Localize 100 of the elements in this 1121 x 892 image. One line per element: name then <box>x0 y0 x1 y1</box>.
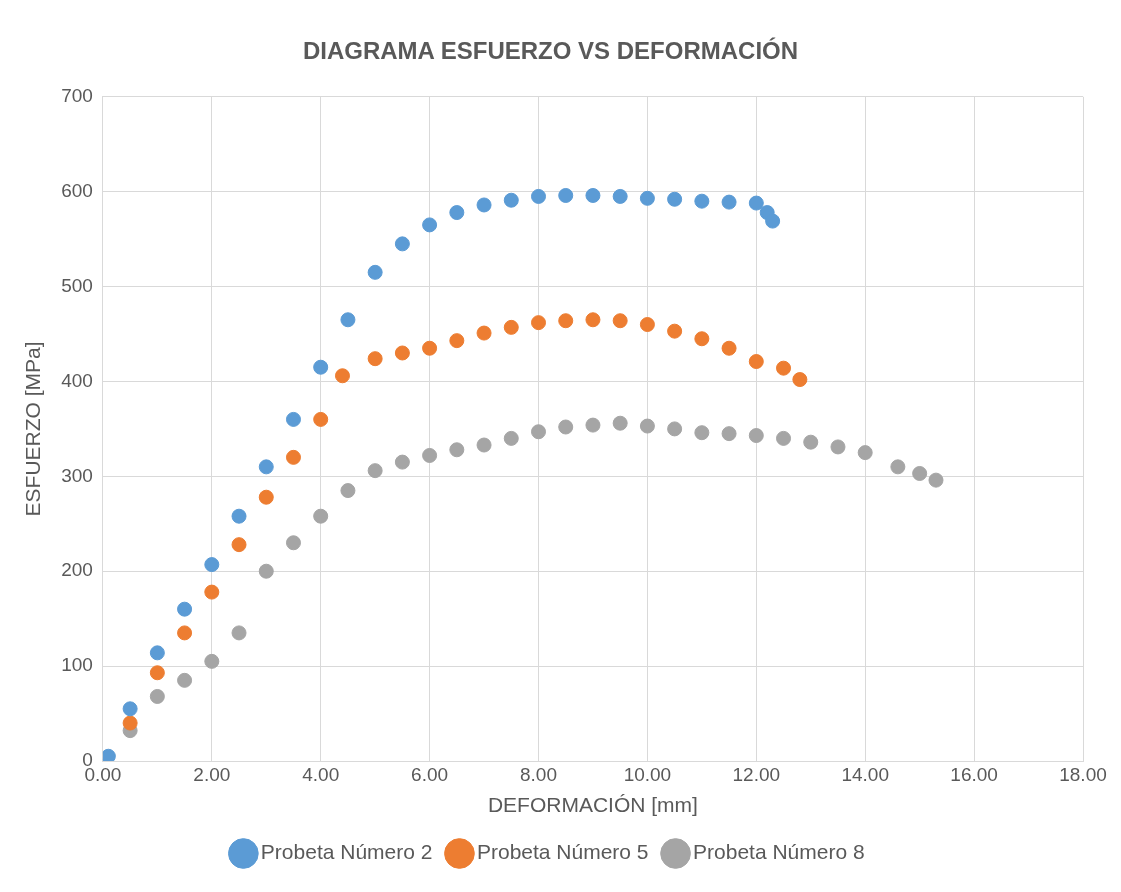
point <box>531 315 546 331</box>
point <box>367 351 383 367</box>
point <box>558 419 574 435</box>
point <box>334 368 350 384</box>
point <box>667 323 683 339</box>
point <box>231 625 247 641</box>
legend-label: Probeta Número 2 <box>260 840 433 864</box>
point <box>285 449 301 465</box>
point <box>721 340 737 356</box>
point <box>531 188 546 204</box>
point <box>394 454 410 470</box>
point <box>694 425 710 441</box>
point <box>340 312 356 328</box>
point <box>313 411 329 427</box>
point <box>721 426 737 442</box>
point <box>694 331 710 347</box>
x-tick-label: 14.00 <box>841 763 889 785</box>
point <box>503 430 519 446</box>
point <box>585 417 601 433</box>
point <box>912 466 928 481</box>
point <box>422 217 438 233</box>
chart-title: DIAGRAMA ESFUERZO VS DEFORMACIÓN <box>302 37 799 65</box>
point <box>231 537 247 553</box>
point <box>890 459 906 475</box>
y-axis-title: ESFUERZO [MPa] <box>21 341 45 517</box>
point <box>503 319 519 335</box>
point <box>122 715 138 731</box>
point <box>258 563 274 579</box>
point <box>313 508 329 524</box>
point <box>476 325 492 341</box>
y-tick-label: 500 <box>61 274 93 296</box>
point <box>422 447 438 463</box>
point <box>639 418 655 434</box>
point <box>340 483 356 499</box>
point <box>449 333 465 349</box>
point <box>258 489 274 505</box>
point <box>394 236 410 252</box>
y-tick-label: 200 <box>61 559 93 581</box>
point <box>585 312 601 328</box>
point <box>667 191 683 207</box>
x-tick-label: 2.00 <box>193 763 231 785</box>
y-tick-label: 600 <box>61 179 93 201</box>
point <box>585 187 601 203</box>
point <box>792 372 808 388</box>
point <box>177 601 193 617</box>
y-tick-label: 400 <box>61 369 93 391</box>
point <box>748 195 764 211</box>
x-tick-label: 10.00 <box>623 763 672 785</box>
point <box>102 748 116 761</box>
x-axis-title: DEFORMACIÓN [mm] <box>487 793 698 817</box>
x-tick-label: 8.00 <box>520 763 557 785</box>
point <box>394 345 410 361</box>
point <box>449 442 465 458</box>
point <box>367 463 383 479</box>
point <box>639 317 655 333</box>
point <box>177 625 193 641</box>
point <box>721 194 737 210</box>
point <box>204 653 220 669</box>
point <box>476 197 492 213</box>
point <box>231 508 247 524</box>
point <box>204 584 220 600</box>
point <box>367 264 383 280</box>
point <box>285 535 301 551</box>
point <box>776 430 792 446</box>
point <box>612 188 628 204</box>
point <box>667 421 683 437</box>
point <box>177 672 193 688</box>
point <box>765 213 781 229</box>
point <box>313 359 329 375</box>
legend-label: Probeta Número 5 <box>476 840 649 864</box>
point <box>149 688 165 704</box>
point <box>422 340 438 356</box>
legend-label: Probeta Número 8 <box>693 840 865 864</box>
y-tick-label: 100 <box>61 654 93 676</box>
x-tick-label: 16.00 <box>950 763 998 785</box>
point <box>503 192 519 208</box>
point <box>694 193 710 209</box>
point <box>748 354 764 370</box>
point <box>612 415 628 431</box>
point <box>476 437 492 453</box>
point <box>803 434 819 450</box>
point <box>531 424 546 440</box>
point <box>639 190 655 206</box>
point <box>776 360 792 376</box>
point <box>258 459 274 475</box>
point <box>857 445 873 461</box>
point <box>612 313 628 329</box>
point <box>285 411 301 427</box>
y-tick-label: 700 <box>61 85 93 107</box>
x-tick-label: 6.00 <box>411 763 449 785</box>
point <box>830 439 846 455</box>
point <box>204 557 220 573</box>
point <box>122 701 138 717</box>
point <box>558 313 574 329</box>
x-tick-label: 12.00 <box>732 763 781 785</box>
point <box>149 665 165 681</box>
point <box>558 187 574 203</box>
point <box>149 645 165 661</box>
x-tick-label: 4.00 <box>302 763 340 785</box>
y-tick-label: 300 <box>61 464 93 486</box>
